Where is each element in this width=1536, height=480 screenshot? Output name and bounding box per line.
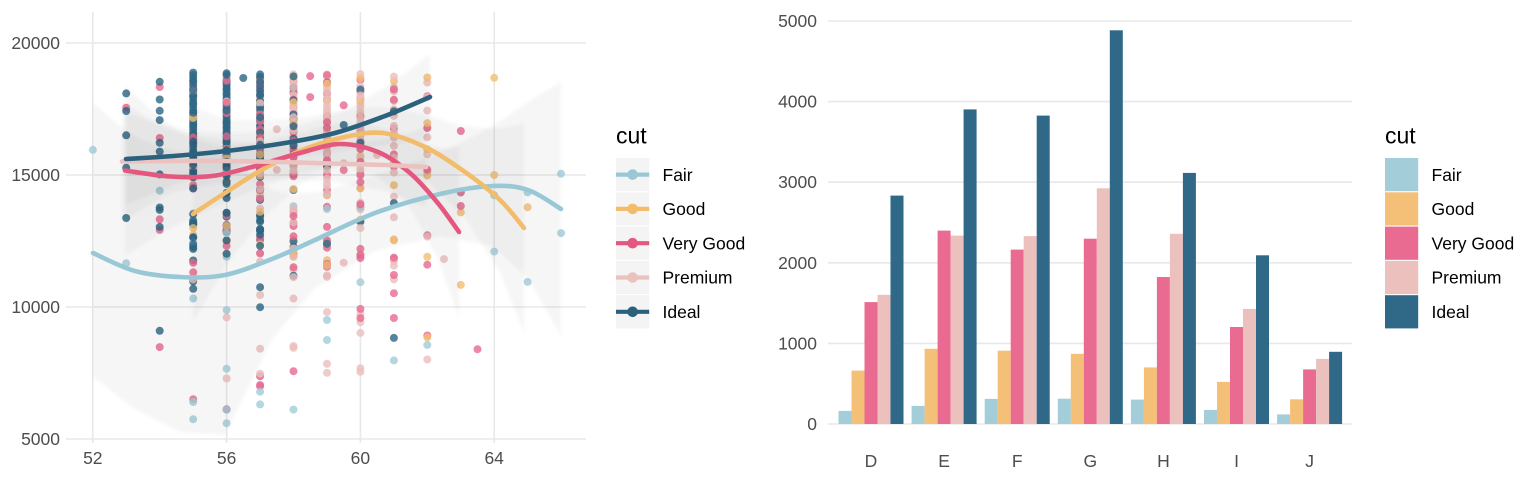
svg-text:Fair: Fair: [1432, 165, 1462, 185]
svg-text:4000: 4000: [778, 92, 817, 112]
svg-text:Ideal: Ideal: [663, 302, 701, 322]
svg-text:Good: Good: [663, 199, 706, 219]
svg-text:56: 56: [217, 448, 236, 468]
svg-text:Ideal: Ideal: [1432, 302, 1470, 322]
svg-text:20000: 20000: [11, 33, 60, 53]
svg-text:10000: 10000: [11, 297, 60, 317]
svg-text:J: J: [1305, 451, 1314, 471]
svg-text:0: 0: [807, 414, 817, 434]
svg-text:cut: cut: [616, 123, 647, 149]
svg-text:5000: 5000: [21, 429, 60, 449]
svg-text:Very Good: Very Good: [663, 233, 746, 253]
svg-text:G: G: [1083, 451, 1097, 471]
svg-text:Premium: Premium: [663, 268, 733, 288]
svg-text:Good: Good: [1432, 199, 1475, 219]
svg-text:I: I: [1234, 451, 1239, 471]
svg-text:64: 64: [484, 448, 504, 468]
svg-text:Fair: Fair: [663, 165, 693, 185]
svg-text:2000: 2000: [778, 253, 817, 273]
svg-text:E: E: [938, 451, 950, 471]
svg-text:Very Good: Very Good: [1432, 233, 1515, 253]
svg-text:F: F: [1012, 451, 1023, 471]
svg-text:Premium: Premium: [1432, 268, 1502, 288]
svg-text:52: 52: [83, 448, 102, 468]
svg-text:3000: 3000: [778, 172, 817, 192]
svg-text:H: H: [1157, 451, 1170, 471]
svg-text:D: D: [865, 451, 878, 471]
svg-text:1000: 1000: [778, 333, 817, 353]
svg-text:60: 60: [351, 448, 371, 468]
svg-text:15000: 15000: [11, 165, 60, 185]
svg-text:cut: cut: [1385, 123, 1416, 149]
svg-text:5000: 5000: [778, 11, 817, 31]
